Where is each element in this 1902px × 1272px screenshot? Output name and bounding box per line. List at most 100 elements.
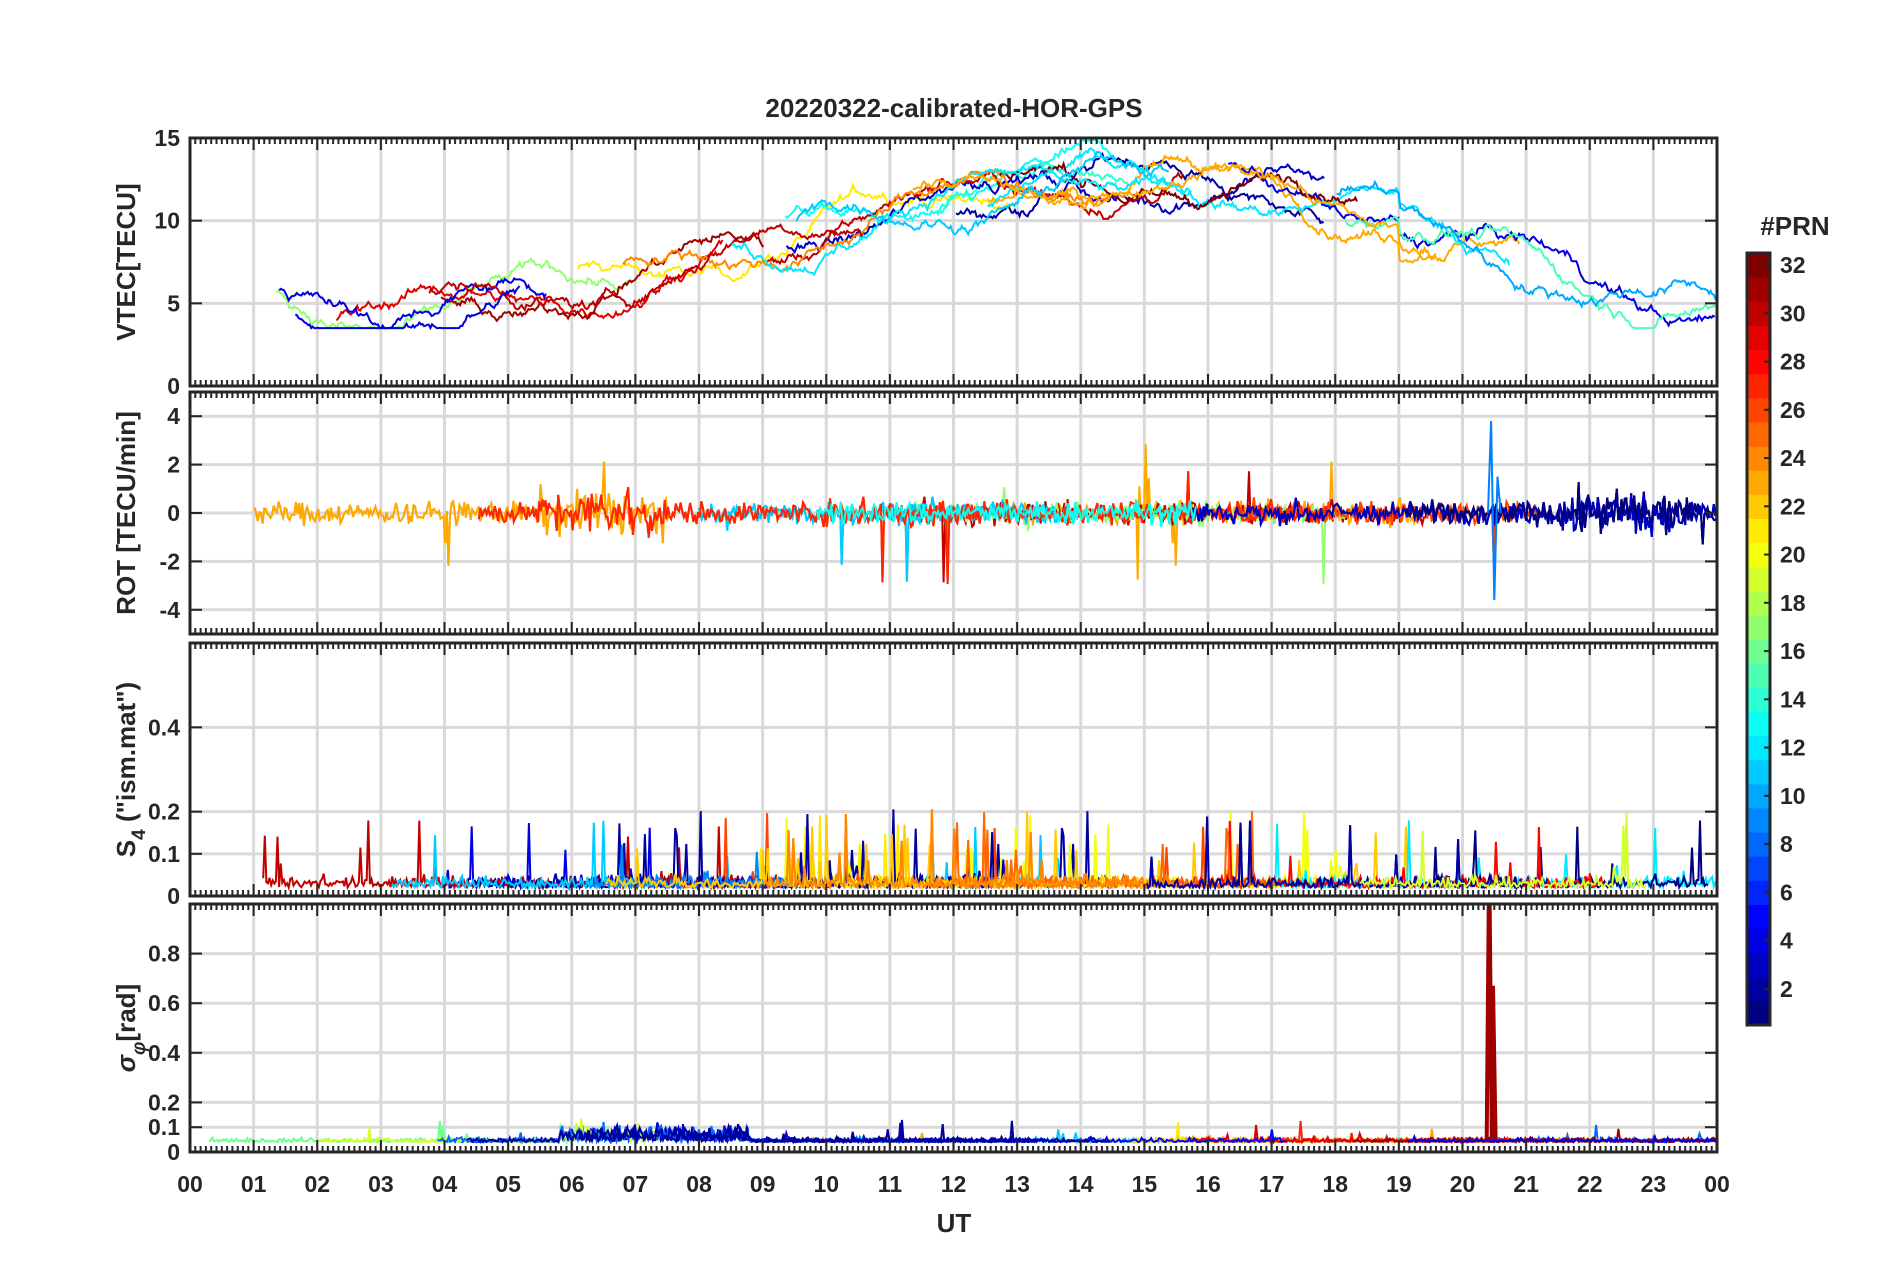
x-tick-label: 00	[177, 1171, 203, 1197]
series-prn-19	[1359, 813, 1647, 892]
colorbar-swatch	[1747, 759, 1770, 785]
panel-vtec: 0 5 10 15 VTEC[TECU]	[111, 125, 1719, 399]
y-tick-label: -4	[160, 597, 181, 623]
x-tick-label: 06	[559, 1171, 585, 1197]
series-prn-4	[1228, 161, 1716, 328]
colorbar-tick-label: 2	[1780, 976, 1793, 1002]
x-tick-label: 01	[241, 1171, 267, 1197]
y-tick-label: 0	[167, 373, 180, 399]
colorbar-swatch	[1747, 663, 1770, 688]
colorbar-tick-label: 10	[1780, 783, 1806, 809]
colorbar-swatch	[1747, 976, 1770, 1002]
y-tick-label: 0.8	[148, 941, 180, 967]
y-tick-label: 0	[167, 500, 180, 526]
y-tick-label: 0.2	[148, 1089, 180, 1115]
series-prn-4	[1407, 1133, 1717, 1144]
series-prn-4	[278, 285, 521, 331]
series-prn-24	[763, 809, 1179, 891]
x-tick-label: 11	[878, 1171, 903, 1197]
x-tick-label: 10	[813, 1171, 839, 1197]
colorbar-swatch	[1747, 421, 1770, 447]
colorbar-tick-label: 32	[1780, 252, 1806, 278]
series-prn-13	[815, 500, 1198, 527]
colorbar-tick-label: 8	[1780, 831, 1793, 857]
grid-rot	[188, 392, 1719, 634]
colorbar-swatch	[1747, 952, 1770, 978]
x-tick-label: 12	[941, 1171, 967, 1197]
ylabel-main: σ	[111, 1053, 141, 1072]
y-tick-label: 0.1	[148, 841, 180, 867]
colorbar-swatch	[1747, 807, 1770, 833]
colorbar-swatch	[1747, 325, 1770, 351]
y-axis-label-vtec: VTEC[TECU]	[111, 183, 141, 340]
series-prn-23	[253, 461, 671, 566]
series-prn-4	[294, 276, 547, 330]
colorbar-swatch	[1747, 470, 1770, 495]
x-tick-label: 13	[1004, 1171, 1030, 1197]
series-prn-15	[1344, 215, 1717, 330]
y-tick-label: 2	[167, 452, 180, 478]
colorbar-swatch	[1747, 783, 1770, 809]
series-prn-13	[784, 138, 1117, 226]
x-tick-label: 18	[1322, 1171, 1348, 1197]
x-tick-label: 20	[1450, 1171, 1476, 1197]
x-tick-label: 08	[686, 1171, 712, 1197]
colorbar-swatch	[1747, 639, 1770, 664]
series-prn-30	[428, 223, 864, 312]
series-prn-31	[440, 231, 765, 323]
x-tick-label: 05	[495, 1171, 521, 1197]
colorbar-tick-label: 28	[1780, 349, 1806, 375]
series-group-vtec	[275, 138, 1717, 331]
panel-sigphi: 00.10.2 0.4 0.6 0.8 σφ[rad]	[111, 902, 1719, 1165]
colorbar-tick-label: 22	[1780, 493, 1806, 519]
y-tick-label: 0.4	[148, 1040, 180, 1066]
colorbar-tick-label: 26	[1780, 397, 1806, 423]
colorbar-tick-label: 20	[1780, 542, 1806, 568]
series-prn-2	[955, 151, 1325, 225]
colorbar-swatch	[1747, 928, 1770, 954]
colorbar-swatch	[1747, 446, 1770, 471]
colorbar-swatch	[1747, 590, 1770, 616]
x-tick-label: 19	[1386, 1171, 1412, 1197]
colorbar-tick-label: 24	[1780, 445, 1806, 471]
colorbar-swatch	[1747, 518, 1770, 544]
colorbar-swatch	[1747, 904, 1770, 930]
y-axis-label-rot: ROT [TECU/min]	[111, 411, 141, 615]
colorbar-tick-label: 6	[1780, 879, 1793, 905]
panel-rot: -4 -2 0 2 4 ROT [TECU/min]	[111, 390, 1719, 636]
x-tick-label: 16	[1195, 1171, 1221, 1197]
x-tick-label: 15	[1132, 1171, 1158, 1197]
y-tick-label: -2	[160, 548, 180, 574]
series-prn-21	[576, 182, 1011, 283]
y-tick-label: 0	[167, 883, 180, 909]
y-tick-label: 15	[154, 125, 180, 151]
x-axis: 00 01 02 03 04 05 06 07 08 09 10 11 12 13 14 15 16 17 18 19…	[177, 1171, 1730, 1197]
colorbar-swatch	[1747, 832, 1770, 857]
colorbar-swatch	[1747, 880, 1770, 905]
series-prn-10	[1336, 179, 1717, 309]
y-tick-label: 0.6	[148, 990, 180, 1016]
y-tick-label: 5	[167, 290, 180, 316]
figure-title: 20220322-calibrated-HOR-GPS	[765, 93, 1142, 123]
ylabel-sub: φ	[129, 1042, 150, 1055]
series-group-rot	[253, 420, 1717, 601]
series-prn-1	[1405, 482, 1717, 545]
x-tick-label: 21	[1513, 1171, 1539, 1197]
x-tick-label: 02	[304, 1171, 330, 1197]
colorbar-swatch	[1747, 614, 1770, 640]
panel-s4: 00.10.20.4S4 ("ism.mat")	[111, 641, 1719, 909]
series-prn-29	[335, 239, 724, 322]
colorbar-swatch	[1747, 566, 1770, 592]
colorbar-swatch	[1747, 687, 1770, 712]
x-axis-label: UT	[937, 1208, 972, 1238]
series-prn-11	[795, 150, 1170, 237]
y-tick-label: 0.1	[148, 1114, 180, 1140]
x-tick-label: 00	[1704, 1171, 1730, 1197]
colorbar-swatch	[1747, 397, 1770, 423]
x-tick-label: 14	[1068, 1171, 1094, 1197]
colorbar-swatch	[1747, 1000, 1770, 1026]
y-axis-label-s4: S4 ("ism.mat")	[111, 682, 150, 857]
colorbar-tick-label: 16	[1780, 638, 1806, 664]
